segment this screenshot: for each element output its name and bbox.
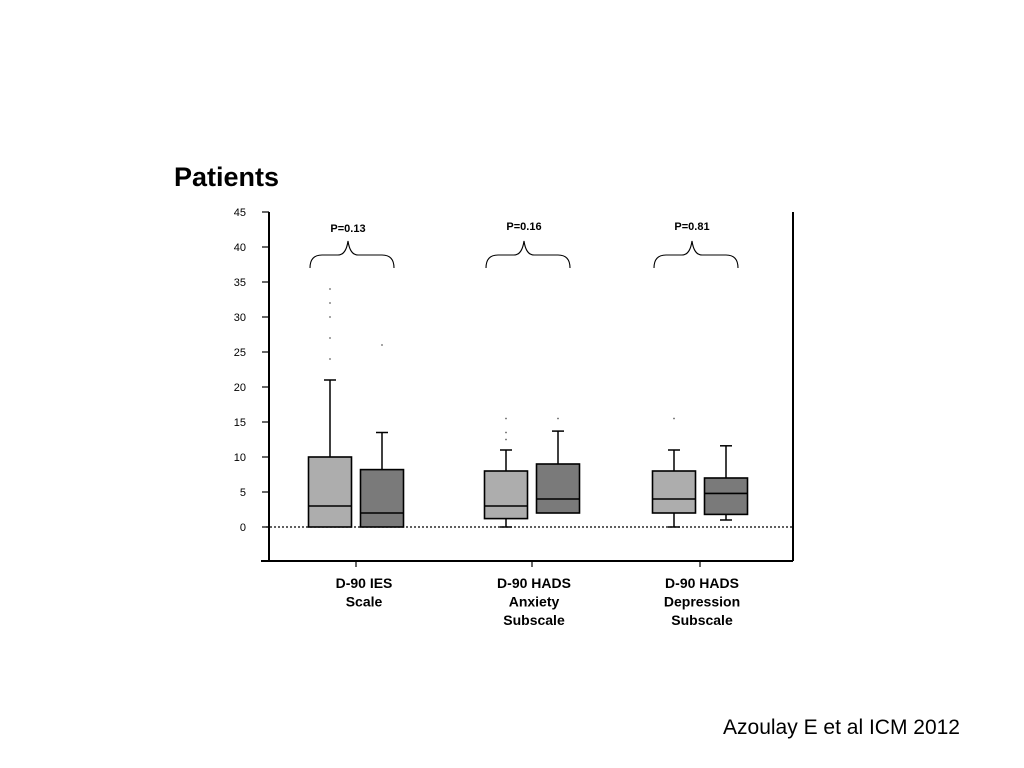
outlier-point: [673, 417, 675, 420]
chart-axes: 0 5 10 15 20 25 30 35 40 45: [234, 207, 794, 567]
outlier-point: [505, 438, 507, 441]
y-tick-label: 45: [234, 207, 246, 219]
group-brace: [653, 240, 739, 269]
outlier-point: [557, 417, 559, 420]
outlier-point: [381, 344, 383, 346]
x-category-label: D-90 HADS: [665, 575, 739, 591]
chart-marks: [307, 240, 749, 528]
box: [359, 468, 405, 528]
p-value-label: P=0.81: [674, 221, 709, 233]
y-tick-label: 5: [240, 487, 246, 499]
y-tick-label: 0: [240, 522, 246, 534]
box: [307, 456, 353, 528]
y-tick-label: 15: [234, 417, 246, 429]
y-tick-label: 25: [234, 347, 246, 359]
chart-labels: P=0.13 D-90 IES Scale P=0.16 D-90 HADS Anxiet…: [330, 221, 740, 628]
group-brace: [485, 240, 571, 269]
x-category-label: D-90 IES: [336, 575, 393, 591]
box: [703, 477, 749, 516]
outlier-point: [329, 316, 331, 318]
slide-title: Patients: [174, 162, 280, 192]
citation: Azoulay E et al ICM 2012: [723, 716, 960, 739]
y-tick-label: 30: [234, 312, 246, 324]
outlier-point: [505, 431, 507, 434]
x-category-label: Subscale: [503, 612, 565, 628]
y-tick-label: 10: [234, 452, 246, 464]
box: [651, 470, 697, 514]
x-category-label: D-90 HADS: [497, 575, 571, 591]
y-tick-label: 20: [234, 382, 246, 394]
outlier-point: [329, 288, 331, 290]
x-category-label: Subscale: [671, 612, 733, 628]
x-category-label: Scale: [346, 594, 383, 610]
y-tick-label: 40: [234, 242, 246, 254]
x-category-label: Anxiety: [509, 594, 560, 610]
p-value-label: P=0.16: [506, 221, 541, 233]
p-value-label: P=0.13: [330, 223, 365, 235]
outlier-point: [329, 358, 331, 360]
box: [483, 470, 529, 520]
outlier-point: [329, 302, 331, 304]
y-tick-label: 35: [234, 277, 246, 289]
box: [535, 463, 581, 514]
group-brace: [309, 240, 395, 269]
x-category-label: Depression: [664, 594, 740, 610]
outlier-point: [329, 337, 331, 339]
outlier-point: [505, 417, 507, 420]
